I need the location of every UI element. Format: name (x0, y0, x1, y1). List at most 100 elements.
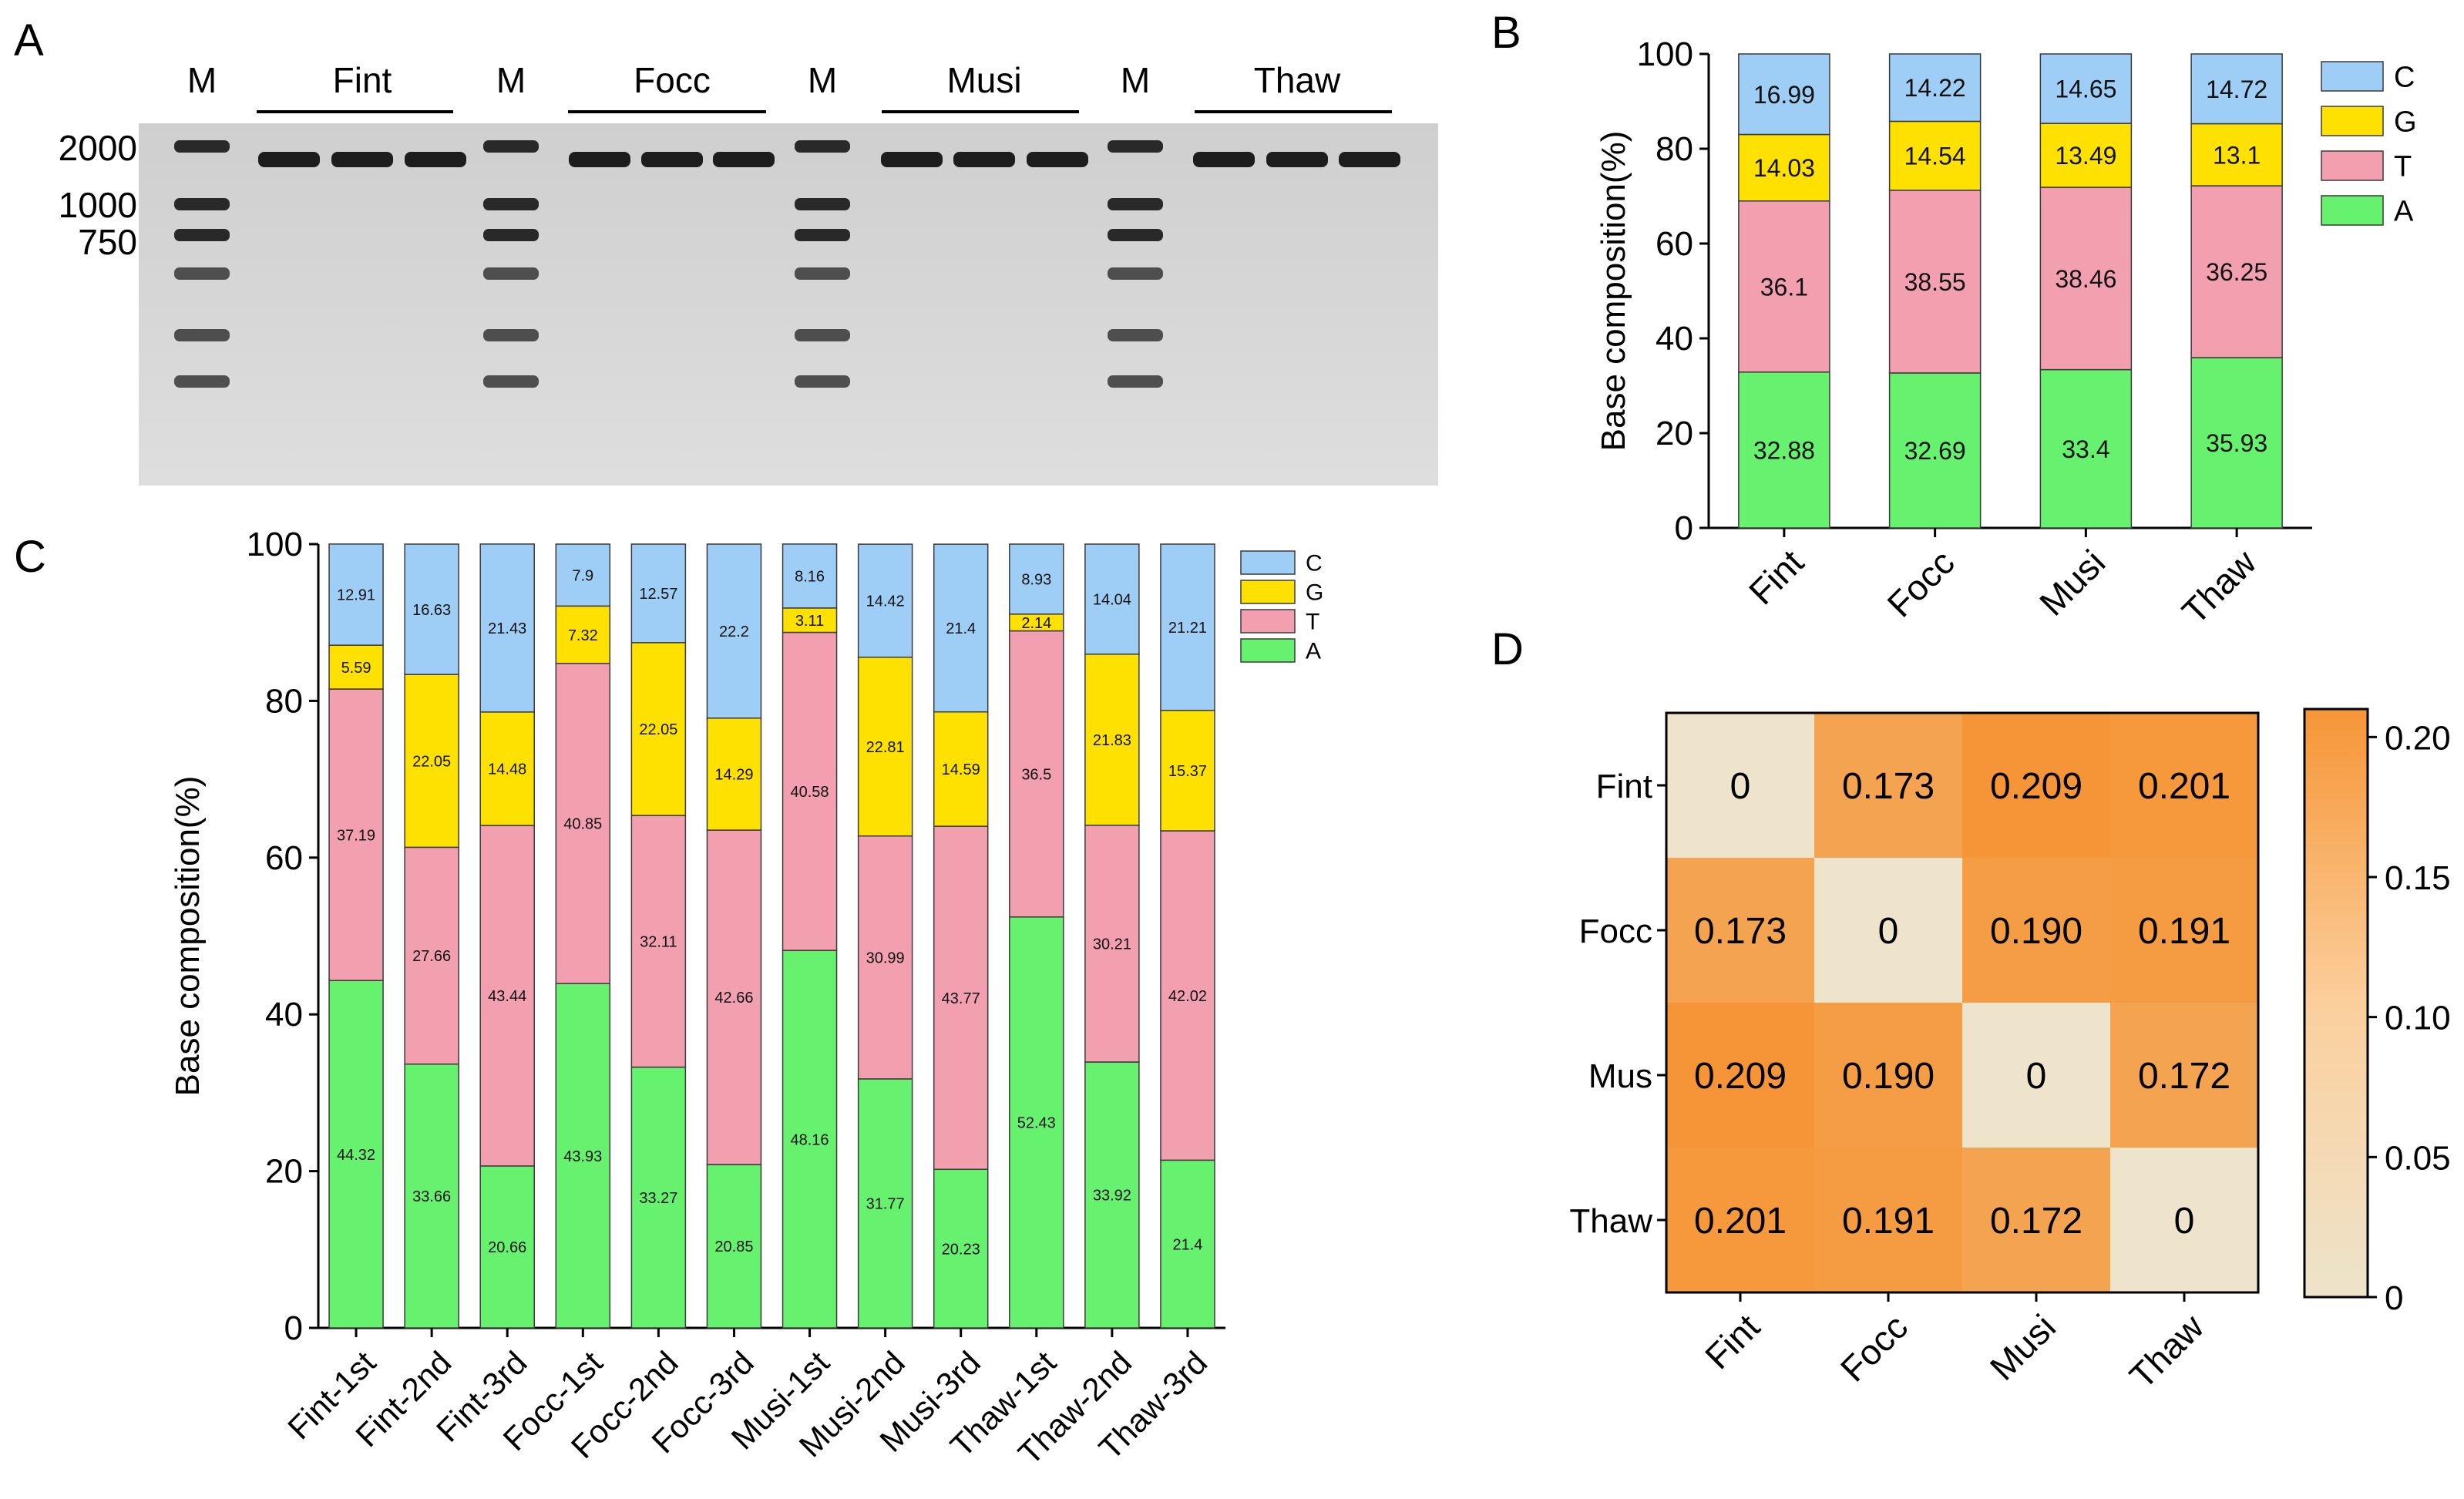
data-label: 33.92 (1093, 1188, 1131, 1205)
heatmap-row-label: Thaw (1569, 1202, 1652, 1240)
data-label: 42.02 (1168, 988, 1207, 1005)
marker-band (174, 229, 230, 241)
bar-segment-C (706, 543, 762, 719)
marker-band (1108, 375, 1163, 388)
data-label: 36.25 (2206, 258, 2267, 286)
legend-label-C: C (1306, 551, 1323, 576)
bar-segment-T (555, 663, 611, 984)
data-label: 14.22 (1904, 74, 1966, 102)
heatmap-col-label: Thaw (2122, 1306, 2212, 1396)
y-tick-label: 20 (265, 1153, 303, 1191)
bar-segment-A (2039, 368, 2133, 529)
heatmap-cell-value: 0.173 (1694, 911, 1787, 952)
bar-segment-C (782, 543, 838, 609)
data-label: 5.59 (341, 660, 371, 677)
bar-segment-A (630, 1066, 687, 1329)
bar-segment-A (706, 1164, 762, 1329)
legend-swatch-C (2321, 61, 2384, 92)
data-label: 27.66 (412, 948, 451, 965)
data-label: 16.63 (412, 602, 451, 619)
data-label: 30.21 (1093, 936, 1131, 953)
x-tick-label: Fint (1741, 542, 1811, 612)
heatmap-cell (2110, 1003, 2258, 1148)
y-tick-label: 0 (1675, 509, 1693, 547)
heatmap-cell-value: 0.190 (1990, 911, 2082, 952)
sample-band (1027, 152, 1088, 167)
data-label: 14.29 (714, 767, 753, 784)
gel-image (139, 123, 1438, 486)
data-label: 2.14 (1021, 615, 1051, 632)
marker-band (483, 140, 539, 153)
heatmap-cell (2110, 713, 2258, 858)
marker-band (795, 329, 850, 341)
bar-segment-C (630, 543, 687, 644)
legend-label-T: T (2394, 150, 2412, 183)
data-label: 7.32 (568, 627, 598, 644)
legend-label-C: C (2394, 61, 2415, 93)
marker-size-2000: 2000 (59, 128, 137, 168)
bar-segment-G (706, 718, 762, 831)
heatmap-cell-value: 0.173 (1842, 766, 1935, 807)
marker-band (483, 375, 539, 388)
chart-b: 0 20 40 60 80 100 Base composition(%) 32.88 36.1… (1595, 35, 2417, 632)
heatmap-cell-value: 0.190 (1842, 1056, 1935, 1097)
data-label: 21.4 (946, 620, 976, 637)
data-label: 14.03 (1753, 154, 1815, 182)
gel-lane-label-focc: Focc (634, 60, 711, 100)
bar-segment-C (857, 543, 913, 658)
data-label: 14.48 (488, 761, 526, 778)
data-label: 3.11 (795, 613, 824, 630)
data-label: 20.85 (714, 1239, 753, 1255)
heatmap-cell (2110, 1148, 2258, 1292)
panel-c-label: C (14, 532, 46, 582)
bar-segment-C (1888, 53, 1982, 123)
gel-lane-label-m2: M (496, 60, 526, 100)
bar-segment-C (2190, 53, 2283, 125)
bar-segment-T (857, 835, 913, 1080)
data-label: 40.58 (791, 784, 829, 801)
bar-segment-A (1888, 372, 1982, 529)
gel-lane-labels: M Fint M Focc M Musi M Thaw (187, 60, 1341, 100)
heatmap-cell-value: 0 (1730, 766, 1751, 807)
sample-band (953, 152, 1015, 167)
bar-segment-C (1084, 543, 1140, 655)
bar-segment-G (404, 674, 459, 849)
legend-label-G: G (1306, 580, 1323, 606)
panel-d-label: D (1491, 624, 1524, 674)
marker-band (795, 375, 850, 388)
y-axis-title: Base composition(%) (169, 776, 207, 1097)
bar-segment-A (328, 980, 384, 1329)
bar-segment-T (782, 631, 838, 951)
x-tick-label: Focc (1879, 542, 1961, 624)
bar-segment-T (479, 825, 535, 1167)
bar-segment-T (1888, 190, 1982, 374)
data-label: 8.93 (1021, 572, 1051, 589)
marker-band (1108, 198, 1163, 210)
marker-band (1108, 329, 1163, 341)
data-label: 16.99 (1753, 81, 1815, 109)
data-label: 14.65 (2055, 76, 2116, 103)
heatmap-cell (1814, 858, 1962, 1003)
bar-segment-T (1160, 830, 1215, 1161)
bar-segment-C (1160, 543, 1215, 711)
bar-segment-G (857, 657, 913, 837)
y-tick-label: 80 (1656, 130, 1693, 168)
legend-swatch-T (1240, 609, 1296, 634)
data-label: 30.99 (866, 950, 905, 967)
y-tick-label: 0 (284, 1309, 303, 1347)
sample-band (331, 152, 393, 167)
data-label: 32.69 (1904, 437, 1966, 465)
heatmap-cell-value: 0 (2026, 1056, 2047, 1097)
panel-b-label: B (1491, 8, 1521, 58)
heatmap-cell-value: 0 (1878, 911, 1899, 952)
bar-segment-C (933, 543, 989, 713)
sample-band (713, 152, 775, 167)
marker-band (483, 267, 539, 280)
heatmap-cell-value: 0.172 (2138, 1056, 2230, 1097)
data-label: 36.1 (1760, 273, 1808, 301)
heatmap-cell-value: 0.209 (1694, 1056, 1787, 1097)
heatmap-row-label: Focc (1579, 913, 1652, 950)
y-tick-label: 100 (1637, 35, 1693, 73)
colorbar-tick-label: 0.05 (2385, 1139, 2451, 1177)
